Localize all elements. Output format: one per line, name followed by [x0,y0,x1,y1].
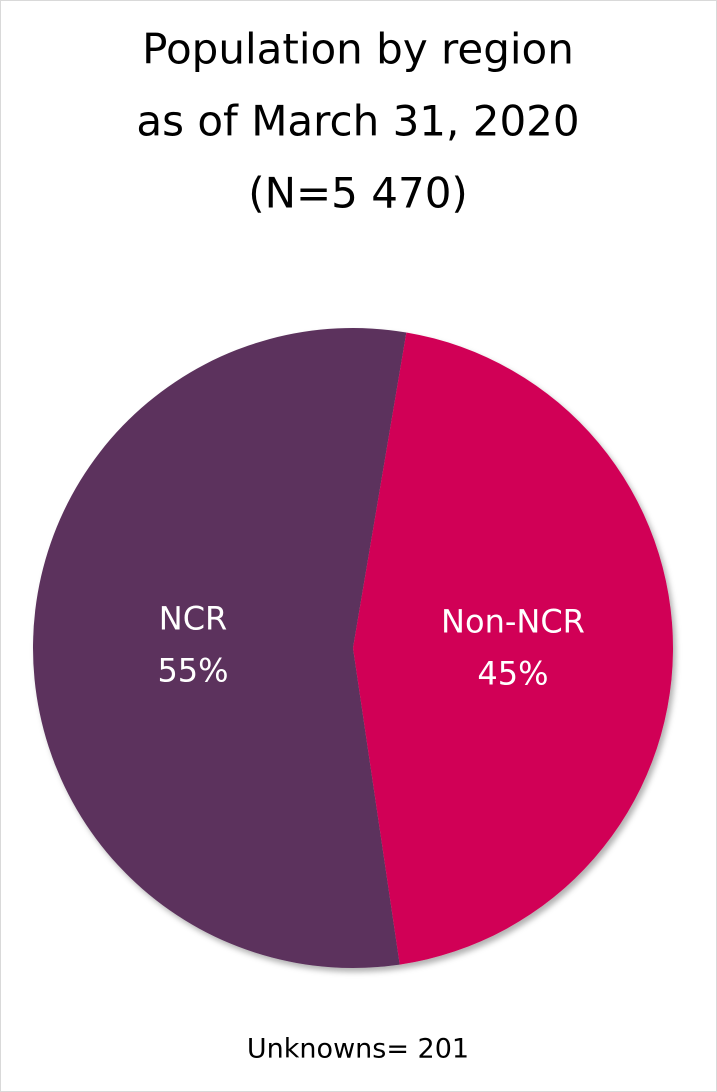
slice-labels: NCR 55% Non-NCR 45% [157,599,584,692]
pie-slice [33,328,407,968]
title-line: (N=5 470) [248,169,468,218]
annotation: Unknowns= 201 [247,1034,469,1065]
title-line: as of March 31, 2020 [136,97,579,146]
slice-name: Non-NCR [441,603,585,641]
slice-value-label: 45% [477,655,548,693]
pie [33,328,673,968]
slice-name: NCR [159,599,228,637]
chart-title: Population by region as of March 31, 2020… [136,25,579,218]
pie-slice [353,332,673,965]
slice-value-label: 55% [157,651,228,689]
title-line: Population by region [142,25,574,74]
